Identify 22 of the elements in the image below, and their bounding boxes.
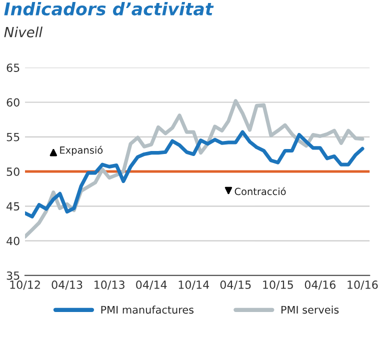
chart-subtitle: Nivell xyxy=(4,26,43,38)
annotation: Expansió xyxy=(60,146,103,156)
x-tick-label: 04/15 xyxy=(220,280,251,290)
x-tick-label: 04/14 xyxy=(136,280,167,290)
legend-label: PMI serveis xyxy=(281,306,339,314)
annotation: Contracció xyxy=(234,187,286,196)
x-tick-label: 10/15 xyxy=(263,280,293,290)
y-tick-label: 35 xyxy=(6,271,20,280)
y-tick-label: 50 xyxy=(6,168,20,176)
x-tick-label: 10/13 xyxy=(94,280,124,290)
y-tick-label: 60 xyxy=(6,98,20,107)
legend-label: PMI manufactures xyxy=(101,306,194,314)
y-tick-label: 40 xyxy=(6,236,20,246)
x-tick-label: 04/16 xyxy=(304,280,336,290)
x-tick-label: 10/12 xyxy=(10,280,40,290)
y-tick-label: 45 xyxy=(6,202,20,211)
chart-title: Indicadors d’activitat xyxy=(4,2,214,16)
x-tick-label: 10/14 xyxy=(178,280,210,290)
y-tick-label: 65 xyxy=(6,64,20,72)
x-tick-label: 10/16 xyxy=(348,280,378,290)
y-tick-label: 55 xyxy=(6,133,20,142)
x-tick-label: 04/13 xyxy=(52,280,82,290)
